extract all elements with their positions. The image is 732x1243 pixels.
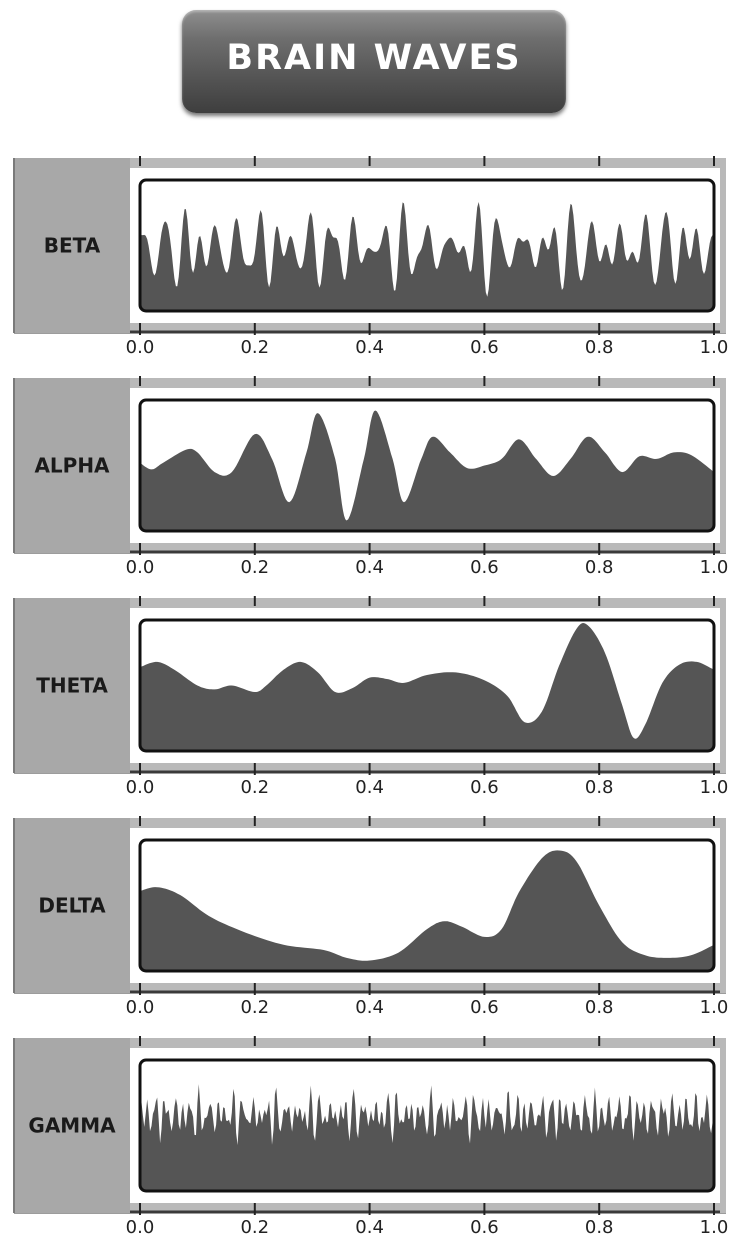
alpha-frame-right bbox=[720, 378, 726, 553]
alpha-tick-label-2: 0.4 bbox=[355, 557, 384, 578]
alpha-tick-label-3: 0.6 bbox=[470, 557, 499, 578]
beta-tick-label-3: 0.6 bbox=[470, 337, 499, 358]
delta-tick-label-3: 0.6 bbox=[470, 997, 499, 1018]
gamma-tick-label-1: 0.2 bbox=[240, 1217, 269, 1238]
delta-plot-border bbox=[138, 838, 716, 973]
beta-tick-label-0: 0.0 bbox=[126, 337, 155, 358]
title-badge: BRAIN WAVES bbox=[182, 10, 566, 113]
delta-tick-label-2: 0.4 bbox=[355, 997, 384, 1018]
theta-tick-label-1: 0.2 bbox=[240, 777, 269, 798]
theta-wave-area bbox=[140, 623, 714, 751]
alpha-tick-label-0: 0.0 bbox=[126, 557, 155, 578]
gamma-label-panel bbox=[14, 1038, 130, 1213]
theta-tick-label-2: 0.4 bbox=[355, 777, 384, 798]
beta-tick-label-2: 0.4 bbox=[355, 337, 384, 358]
gamma-tick-label-3: 0.6 bbox=[470, 1217, 499, 1238]
gamma-tick-label-0: 0.0 bbox=[126, 1217, 155, 1238]
alpha-tick-label-5: 1.0 bbox=[700, 557, 729, 578]
theta-tick-label-5: 1.0 bbox=[700, 777, 729, 798]
theta-label-panel bbox=[14, 598, 130, 773]
delta-label: DELTA bbox=[38, 894, 106, 918]
beta-label: BETA bbox=[44, 234, 101, 258]
theta-label: THETA bbox=[36, 674, 108, 698]
theta-plot-border bbox=[138, 618, 716, 753]
theta-frame-right bbox=[720, 598, 726, 773]
alpha-tick-label-4: 0.8 bbox=[585, 557, 614, 578]
alpha-label-panel bbox=[14, 378, 130, 553]
beta-wave-area bbox=[140, 202, 714, 311]
gamma-plot-border bbox=[138, 1058, 716, 1193]
delta-tick-label-5: 1.0 bbox=[700, 997, 729, 1018]
delta-wave-area bbox=[140, 850, 714, 971]
gamma-label: GAMMA bbox=[28, 1114, 116, 1138]
gamma-wave-area bbox=[140, 1084, 714, 1191]
beta-tick-label-4: 0.8 bbox=[585, 337, 614, 358]
gamma-tick-label-2: 0.4 bbox=[355, 1217, 384, 1238]
beta-label-panel bbox=[14, 158, 130, 333]
delta-frame-right bbox=[720, 818, 726, 993]
alpha-wave-area bbox=[140, 410, 714, 531]
gamma-tick-label-5: 1.0 bbox=[700, 1217, 729, 1238]
alpha-tick-label-1: 0.2 bbox=[240, 557, 269, 578]
beta-tick-label-5: 1.0 bbox=[700, 337, 729, 358]
delta-label-panel bbox=[14, 818, 130, 993]
beta-tick-label-1: 0.2 bbox=[240, 337, 269, 358]
theta-tick-label-3: 0.6 bbox=[470, 777, 499, 798]
beta-frame-right bbox=[720, 158, 726, 333]
delta-tick-label-1: 0.2 bbox=[240, 997, 269, 1018]
beta-plot-border bbox=[138, 178, 716, 313]
gamma-tick-label-4: 0.8 bbox=[585, 1217, 614, 1238]
delta-tick-label-4: 0.8 bbox=[585, 997, 614, 1018]
theta-tick-label-4: 0.8 bbox=[585, 777, 614, 798]
alpha-label: ALPHA bbox=[34, 454, 110, 478]
gamma-frame-right bbox=[720, 1038, 726, 1213]
chart-title: BRAIN WAVES bbox=[226, 37, 522, 78]
theta-tick-label-0: 0.0 bbox=[126, 777, 155, 798]
alpha-plot-border bbox=[138, 398, 716, 533]
delta-tick-label-0: 0.0 bbox=[126, 997, 155, 1018]
